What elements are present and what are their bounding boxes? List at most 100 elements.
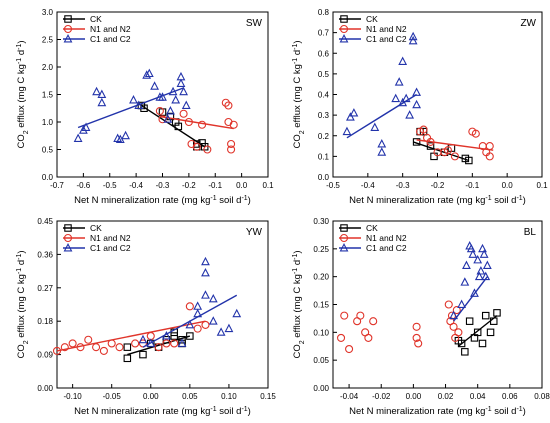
data-point <box>99 346 108 355</box>
data-point <box>138 334 148 344</box>
y-tick-label: 0.4 <box>318 91 330 100</box>
series-c1-and-c2 <box>449 241 492 322</box>
panel-label: ZW <box>520 18 536 29</box>
data-point <box>462 260 471 269</box>
data-point <box>162 336 171 344</box>
data-point <box>401 93 411 103</box>
legend-marker <box>339 24 349 34</box>
y-tick-label: 0.5 <box>42 146 54 155</box>
y-tick-label: 0.6 <box>318 49 330 58</box>
y-axis-label-part: efflux (mg C kg <box>292 274 303 340</box>
x-axis-label-part: soil d <box>492 406 517 417</box>
x-axis-label-part: Net N mineralization rate (mg kg <box>74 406 210 417</box>
x-tick-label: -0.02 <box>372 392 391 401</box>
data-point <box>450 152 459 161</box>
series-c1-and-c2 <box>138 256 242 348</box>
x-axis-label-part: ) <box>523 195 526 206</box>
data-point <box>482 260 492 269</box>
x-axis-label: Net N mineralization rate (mg kg-1 soil … <box>74 406 251 418</box>
legend-label: CK <box>90 223 102 233</box>
data-point <box>131 339 140 348</box>
chart-panel-yw: -0.10 -0.05 0.00 0.05 0.10 0.15 0.00 0.09 0.18 0.… <box>16 217 277 417</box>
x-tick-label: 0.0 <box>236 181 248 190</box>
y-tick-label: 0.00 <box>313 384 329 393</box>
data-point <box>449 310 458 320</box>
x-axis-label-part: -1 <box>485 195 491 202</box>
fit-line <box>138 103 206 148</box>
data-point <box>52 346 62 355</box>
x-axis-label-part: -1 <box>210 195 216 202</box>
x-axis-label-part: ) <box>523 406 526 417</box>
data-point <box>466 243 476 253</box>
x-tick-label: 0.0 <box>502 181 514 190</box>
data-point <box>162 339 171 348</box>
data-point <box>107 339 116 348</box>
legend-marker <box>64 15 72 23</box>
legend-label: N1 and N2 <box>366 24 407 34</box>
x-axis-label-part: soil d <box>217 195 242 206</box>
x-tick-label: 0.1 <box>536 181 548 190</box>
x-tick-label: 0.1 <box>262 181 274 190</box>
y-tick-label: 0.0 <box>42 173 54 182</box>
x-tick-label: -0.2 <box>182 181 196 190</box>
data-point <box>168 86 178 96</box>
y-axis-label-part: CO <box>292 134 303 148</box>
y-axis-label-part: -1 <box>292 58 299 64</box>
data-point <box>184 117 193 127</box>
data-point <box>345 344 354 354</box>
legend-label: C1 and C2 <box>366 34 407 44</box>
fit-line <box>127 335 191 356</box>
data-point <box>81 122 91 131</box>
legend-label: CK <box>366 223 378 233</box>
data-point <box>369 317 378 326</box>
data-point <box>412 99 422 109</box>
chart-panel-bl: -0.04 -0.02 0.00 0.02 0.04 0.06 0.08 0.00 0.05 0.… <box>292 217 550 417</box>
y-tick-label: 0.45 <box>37 217 53 226</box>
y-tick-label: 0.36 <box>37 250 53 259</box>
x-tick-label: -0.1 <box>208 181 222 190</box>
data-point <box>198 120 207 129</box>
legend-marker <box>63 34 73 43</box>
x-axis-label-part: -1 <box>241 195 247 202</box>
chart-panel-sw: -0.7 -0.6 -0.5 -0.4 -0.3 -0.2 -0.1 0.0 0.1 0.0 0.5… <box>16 8 275 206</box>
data-point <box>457 299 467 308</box>
data-point <box>216 327 226 336</box>
series-ck <box>123 328 194 363</box>
x-axis-label-part: Net N mineralization rate (mg kg <box>74 195 210 206</box>
y-axis-label-part: 2 <box>299 130 306 134</box>
data-point <box>490 317 498 325</box>
y-tick-label: 3.0 <box>42 8 54 17</box>
data-point <box>493 309 501 317</box>
x-tick-label: 0.00 <box>406 392 422 401</box>
fit-line <box>453 276 488 322</box>
x-tick-label: 0.08 <box>534 392 550 401</box>
y-tick-label: 0.7 <box>318 29 330 38</box>
legend-label: N1 and N2 <box>90 24 131 34</box>
legend-marker <box>340 15 348 23</box>
data-point <box>97 97 107 107</box>
legend-label: C1 and C2 <box>366 243 407 253</box>
data-point <box>123 343 132 351</box>
x-axis-label-part: Net N mineralization rate (mg kg <box>349 406 485 417</box>
data-point <box>60 343 69 352</box>
x-tick-label: -0.5 <box>326 181 340 190</box>
y-axis-label-part: -1 <box>292 254 299 260</box>
y-tick-label: 0.18 <box>37 317 53 326</box>
data-point <box>377 139 387 148</box>
plot-frame <box>332 11 543 178</box>
series-ck <box>454 309 501 356</box>
y-tick-label: 0.10 <box>313 328 329 337</box>
data-point <box>485 142 494 151</box>
legend-label: N1 and N2 <box>366 233 407 243</box>
x-axis-label: Net N mineralization rate (mg kg-1 soil … <box>349 406 526 418</box>
y-tick-label: 0.0 <box>318 173 330 182</box>
x-tick-label: 0.15 <box>260 392 276 401</box>
y-tick-label: 0.5 <box>318 70 330 79</box>
y-axis-label-part: 2 <box>23 340 30 344</box>
data-point <box>179 86 189 96</box>
series-n1-and-n2 <box>336 300 463 354</box>
data-point <box>479 249 489 258</box>
legend-label: N1 and N2 <box>90 233 131 243</box>
